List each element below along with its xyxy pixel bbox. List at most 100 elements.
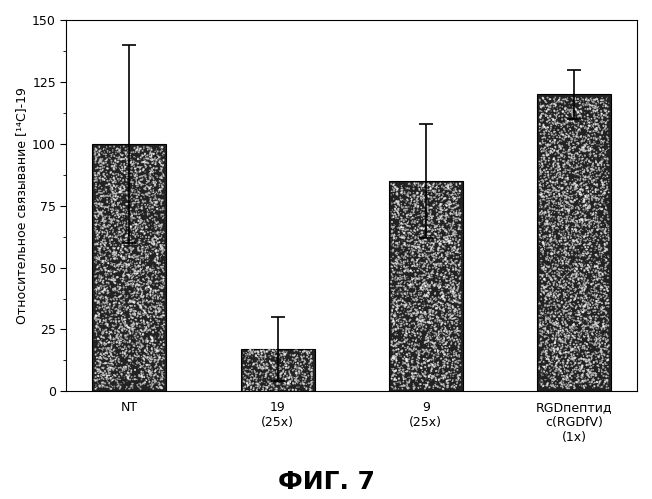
Point bbox=[114, 199, 125, 207]
Point bbox=[111, 190, 121, 198]
Point bbox=[414, 235, 424, 243]
Point bbox=[414, 186, 424, 194]
Point bbox=[115, 258, 126, 266]
Point bbox=[110, 371, 120, 379]
Point bbox=[546, 189, 556, 197]
Point bbox=[432, 181, 442, 189]
Point bbox=[448, 287, 458, 295]
Point bbox=[256, 354, 267, 362]
Point bbox=[156, 364, 166, 372]
Point bbox=[537, 102, 547, 110]
Point bbox=[413, 200, 423, 208]
Point bbox=[426, 188, 437, 196]
Point bbox=[415, 364, 426, 372]
Point bbox=[592, 378, 602, 386]
Point bbox=[423, 203, 434, 211]
Point bbox=[142, 338, 153, 346]
Point bbox=[100, 217, 111, 225]
Point bbox=[567, 362, 577, 370]
Point bbox=[126, 186, 137, 194]
Point bbox=[94, 359, 104, 367]
Point bbox=[118, 327, 128, 335]
Point bbox=[147, 345, 157, 353]
Point bbox=[597, 129, 607, 137]
Point bbox=[452, 231, 462, 239]
Point bbox=[555, 105, 565, 113]
Point bbox=[564, 262, 574, 270]
Point bbox=[280, 364, 291, 372]
Point bbox=[272, 387, 282, 395]
Point bbox=[143, 312, 154, 320]
Point bbox=[584, 249, 594, 257]
Point bbox=[104, 327, 115, 335]
Point bbox=[537, 110, 547, 118]
Point bbox=[91, 377, 101, 385]
Point bbox=[114, 228, 125, 236]
Point bbox=[578, 100, 589, 108]
Point bbox=[145, 358, 156, 366]
Point bbox=[437, 294, 448, 302]
Point bbox=[451, 350, 461, 358]
Point bbox=[449, 285, 459, 293]
Point bbox=[438, 274, 449, 282]
Point bbox=[394, 269, 405, 277]
Point bbox=[592, 361, 602, 369]
Point bbox=[541, 282, 552, 290]
Point bbox=[141, 336, 152, 344]
Point bbox=[146, 320, 156, 328]
Point bbox=[567, 108, 578, 116]
Point bbox=[548, 159, 559, 167]
Point bbox=[441, 283, 451, 291]
Point bbox=[553, 349, 563, 357]
Point bbox=[557, 224, 567, 232]
Point bbox=[396, 382, 407, 390]
Point bbox=[114, 189, 125, 197]
Point bbox=[123, 157, 133, 165]
Point bbox=[387, 286, 397, 294]
Point bbox=[561, 304, 572, 312]
Point bbox=[131, 176, 141, 184]
Point bbox=[110, 279, 120, 287]
Point bbox=[563, 258, 574, 266]
Point bbox=[156, 263, 166, 271]
Point bbox=[96, 202, 106, 210]
Point bbox=[561, 96, 572, 104]
Point bbox=[570, 304, 581, 312]
Point bbox=[124, 302, 134, 310]
Point bbox=[264, 357, 274, 365]
Point bbox=[585, 145, 595, 153]
Point bbox=[104, 371, 115, 379]
Point bbox=[240, 383, 250, 391]
Point bbox=[399, 290, 409, 298]
Point bbox=[429, 199, 439, 207]
Point bbox=[584, 335, 595, 343]
Point bbox=[101, 346, 111, 354]
Point bbox=[575, 281, 585, 289]
Point bbox=[447, 223, 457, 231]
Point bbox=[280, 368, 291, 376]
Point bbox=[593, 310, 604, 318]
Point bbox=[595, 249, 605, 256]
Point bbox=[443, 376, 453, 384]
Point bbox=[406, 311, 417, 319]
Point bbox=[304, 348, 315, 356]
Point bbox=[400, 278, 410, 286]
Point bbox=[424, 383, 435, 391]
Point bbox=[545, 205, 556, 213]
Point bbox=[424, 181, 434, 189]
Point bbox=[418, 237, 428, 245]
Point bbox=[548, 227, 559, 235]
Point bbox=[121, 372, 132, 380]
Point bbox=[597, 351, 607, 359]
Point bbox=[449, 195, 460, 203]
Point bbox=[91, 314, 102, 322]
Point bbox=[539, 322, 550, 330]
Point bbox=[398, 378, 409, 386]
Point bbox=[568, 218, 578, 226]
Point bbox=[598, 102, 608, 110]
Point bbox=[136, 216, 146, 224]
Point bbox=[406, 198, 417, 206]
Point bbox=[98, 316, 109, 324]
Point bbox=[539, 348, 549, 356]
Point bbox=[397, 339, 408, 347]
